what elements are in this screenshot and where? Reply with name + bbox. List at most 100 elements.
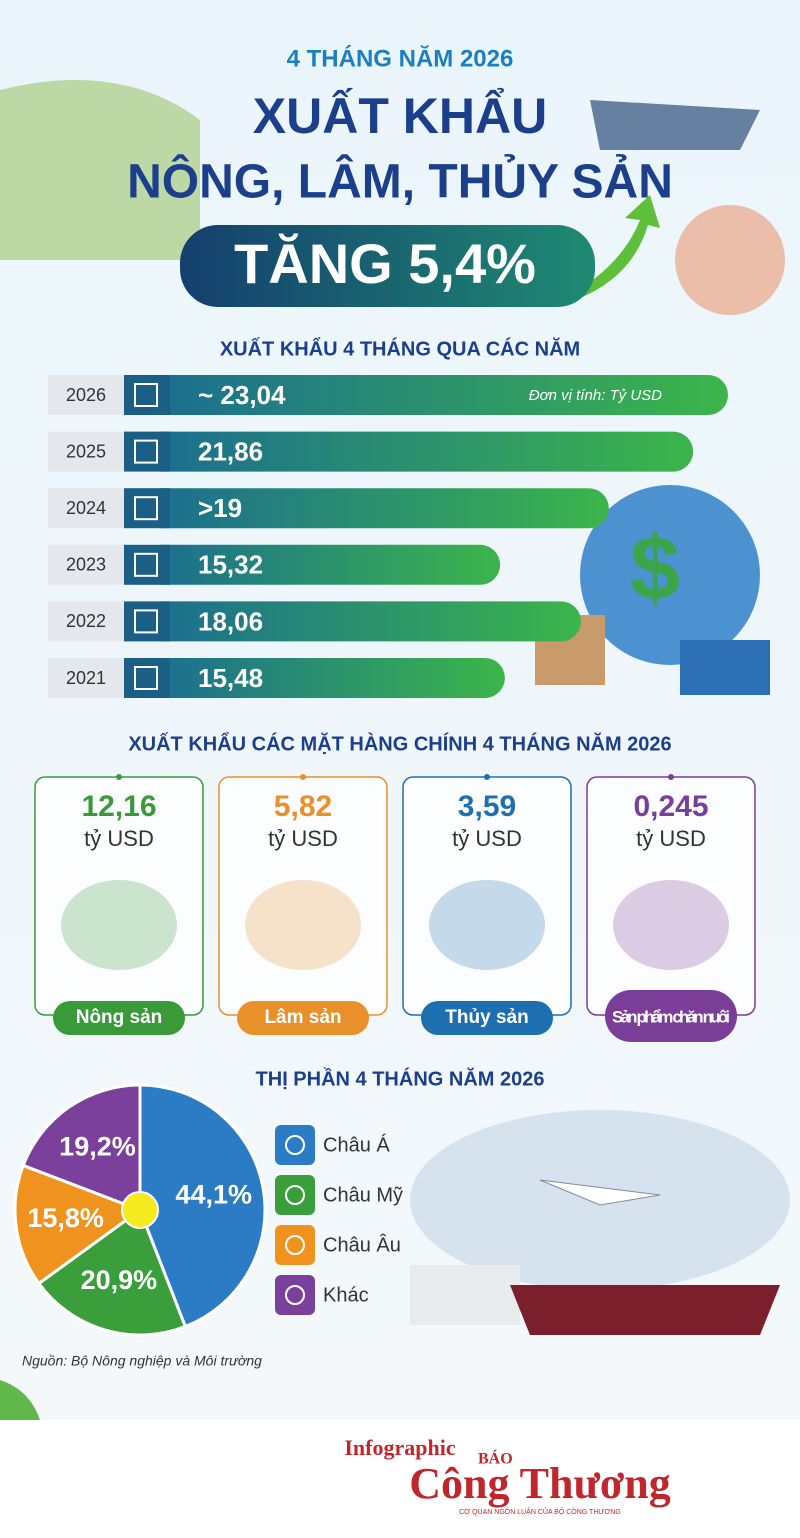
- icon-box: [124, 375, 170, 415]
- legend-label: Châu Âu: [323, 1233, 401, 1256]
- pie-slice: [36, 1207, 188, 1337]
- bar: [160, 488, 609, 529]
- product-image: [245, 880, 361, 970]
- footer-bg: [0, 1420, 800, 1538]
- legend-icon: [275, 1125, 315, 1165]
- pie-slice: [138, 1083, 267, 1329]
- dollar-icon: $: [630, 519, 680, 619]
- tagline: CƠ QUAN NGÔN LUẬN CỦA BỘ CÔNG THƯƠNG: [459, 1507, 621, 1516]
- pie-slice: [21, 1083, 142, 1213]
- icon-box: [124, 431, 170, 472]
- legend-label: Châu Mỹ: [323, 1184, 403, 1206]
- truck-decoration: [410, 1265, 520, 1325]
- section-title: XUẤT KHẨU 4 THÁNG QUA CÁC NĂM: [220, 337, 580, 360]
- legend-glyph: [285, 1135, 305, 1155]
- slice-label: 15,8%: [27, 1203, 104, 1233]
- icon-box: [124, 658, 170, 698]
- legend-glyph: [285, 1285, 305, 1305]
- chart-icon: [134, 383, 158, 407]
- bar: [160, 601, 582, 642]
- product-unit: tỷ USD: [636, 826, 706, 851]
- product-unit: tỷ USD: [452, 826, 522, 851]
- product-value: 5,82: [274, 790, 332, 823]
- product-name: Lâm sản: [264, 1007, 341, 1028]
- pie-center: [121, 1191, 159, 1229]
- section-title: THỊ PHẦN 4 THÁNG NĂM 2026: [256, 1067, 545, 1090]
- value-label: 18,06: [198, 606, 263, 636]
- product-image: [429, 880, 545, 970]
- bar: [160, 375, 728, 415]
- leaf-decoration: [0, 1380, 40, 1420]
- category-label: 2026: [66, 385, 106, 405]
- bar: [160, 544, 501, 585]
- pie-slice: [13, 1163, 144, 1286]
- product-image: [61, 880, 177, 970]
- legend-label: Châu Á: [323, 1133, 390, 1156]
- product-unit: tỷ USD: [84, 826, 154, 851]
- source: Nguồn: Bộ Nông nghiệp và Môi trường: [22, 1353, 262, 1369]
- product-value: 0,245: [633, 790, 708, 823]
- product-pill: [237, 1001, 369, 1035]
- slice-label: 20,9%: [81, 1265, 158, 1295]
- globe-decoration: [580, 485, 760, 665]
- product-unit: tỷ USD: [268, 826, 338, 851]
- brand-small: BÁO: [478, 1449, 513, 1468]
- arrow-decoration: [560, 195, 660, 305]
- product-pill: [53, 1001, 185, 1035]
- year-box: [48, 601, 124, 642]
- chart-icon: [134, 666, 158, 690]
- chart-icon: [134, 552, 158, 577]
- value-label: ~ 23,04: [198, 380, 286, 410]
- product-pill: [421, 1001, 553, 1035]
- card-dot: [668, 774, 674, 780]
- chart-icon: [134, 496, 158, 521]
- food-decoration: [675, 205, 785, 315]
- product-value: 3,59: [458, 790, 516, 823]
- value-label: 15,48: [198, 663, 263, 693]
- card-dot: [116, 774, 122, 780]
- year-box: [48, 431, 124, 472]
- chart-icon: [134, 609, 158, 634]
- plane-decoration: [539, 1179, 661, 1206]
- unit-note: Đơn vị tính: Tỷ USD: [529, 387, 662, 404]
- product-pill: [605, 990, 737, 1042]
- year-box: [48, 488, 124, 529]
- product-name: Thủy sản: [445, 1007, 528, 1028]
- category-label: 2023: [66, 555, 106, 575]
- category-label: 2022: [66, 611, 106, 631]
- slice-label: 19,2%: [59, 1131, 136, 1161]
- brand: Công Thương: [409, 1459, 671, 1508]
- category-label: 2021: [66, 668, 106, 688]
- title-line: NÔNG, LÂM, THỦY SẢN: [127, 154, 673, 209]
- section-title: XUẤT KHẨU CÁC MẶT HÀNG CHÍNH 4 THÁNG NĂM…: [128, 732, 671, 755]
- value-label: 21,86: [198, 436, 263, 466]
- icon-box: [124, 601, 170, 642]
- kicker: 4 THÁNG NĂM 2026: [287, 44, 514, 72]
- product-name: Nông sản: [76, 1007, 163, 1028]
- year-box: [48, 544, 124, 585]
- legend-icon: [275, 1175, 315, 1215]
- title-line: XUẤT KHẨU: [253, 88, 547, 144]
- legend-glyph: [285, 1185, 305, 1205]
- farm-decoration: [0, 80, 200, 260]
- icon-box: [124, 544, 170, 585]
- legend-glyph: [285, 1235, 305, 1255]
- bar: [160, 431, 694, 472]
- category-label: 2025: [66, 441, 106, 461]
- bar: [160, 658, 505, 698]
- footer-label: Infographic: [344, 1435, 455, 1460]
- icon-box: [124, 488, 170, 529]
- container-decoration: [680, 640, 770, 695]
- card-dot: [300, 774, 306, 780]
- value-label: 15,32: [198, 550, 263, 580]
- highlight-pill: [180, 225, 595, 307]
- legend-icon: [275, 1275, 315, 1315]
- product-value: 12,16: [81, 790, 156, 823]
- chart-icon: [134, 439, 158, 464]
- value-label: >19: [198, 493, 242, 523]
- ship-decoration: [590, 100, 760, 150]
- year-box: [48, 375, 124, 415]
- highlight-text: TĂNG 5,4%: [234, 232, 536, 295]
- ship-decoration: [510, 1285, 780, 1335]
